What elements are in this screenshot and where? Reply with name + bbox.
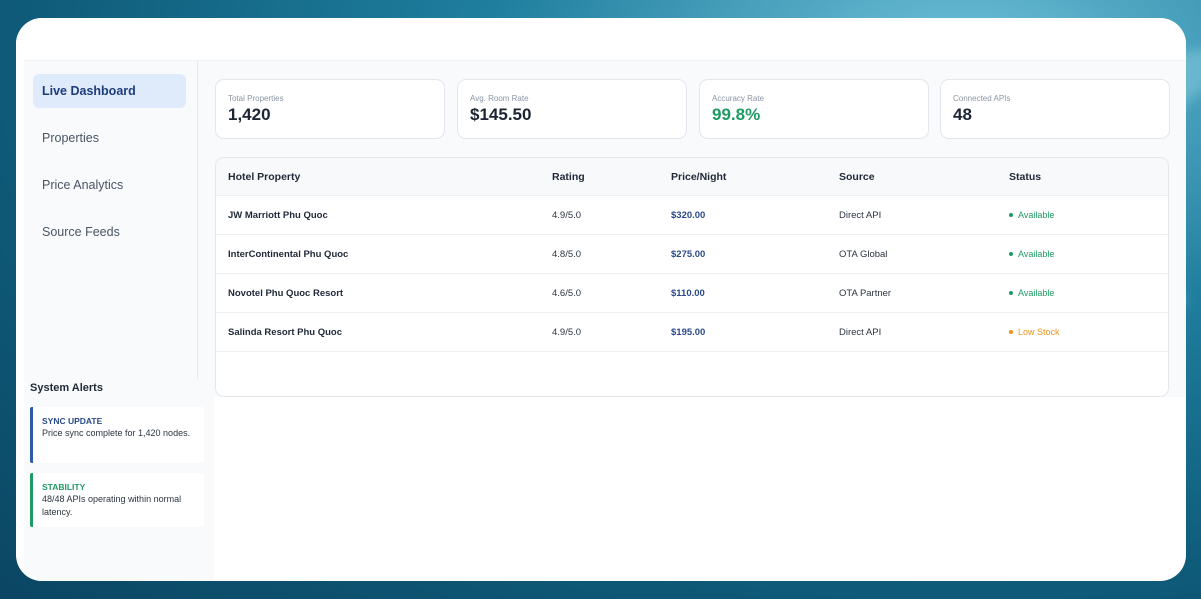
status-badge: Low Stock bbox=[1009, 327, 1060, 337]
table-header: Hotel Property Rating Price/Night Source… bbox=[216, 158, 1168, 196]
stat-label: Accuracy Rate bbox=[712, 94, 765, 103]
stat-value: 48 bbox=[953, 105, 972, 124]
sidebar-item-live-dashboard[interactable]: Live Dashboard bbox=[33, 74, 186, 108]
rating-cell: 4.9/5.0 bbox=[552, 210, 582, 221]
table-row[interactable]: JW Marriott Phu Quoc 4.9/5.0 $320.00 Direct… bbox=[216, 196, 1168, 235]
price-cell: $275.00 bbox=[671, 249, 706, 260]
hotel-table: Hotel Property Rating Price/Night Source… bbox=[215, 157, 1169, 397]
column-header-rating[interactable]: Rating bbox=[552, 171, 585, 183]
alert-sync-update[interactable]: SYNC UPDATE Price sync complete for 1,42… bbox=[30, 407, 204, 463]
status-text: Low Stock bbox=[1018, 327, 1060, 337]
status-badge: Available bbox=[1009, 288, 1054, 298]
stat-card-accuracy-rate: Accuracy Rate 99.8% bbox=[699, 79, 929, 139]
status-dot-icon bbox=[1009, 251, 1013, 256]
system-alerts-panel: System Alerts SYNC UPDATE Price sync com… bbox=[24, 379, 214, 581]
alert-heading: STABILITY bbox=[42, 482, 86, 492]
stat-label: Total Properties bbox=[228, 94, 284, 103]
column-header-hotel-property[interactable]: Hotel Property bbox=[228, 171, 301, 183]
price-cell: $110.00 bbox=[671, 288, 705, 299]
rating-cell: 4.9/5.0 bbox=[552, 327, 582, 338]
price-cell: $320.00 bbox=[671, 210, 706, 221]
alerts-title: System Alerts bbox=[30, 382, 103, 394]
column-header-status[interactable]: Status bbox=[1009, 171, 1042, 183]
status-dot-icon bbox=[1009, 212, 1013, 217]
stat-value: $145.50 bbox=[470, 105, 532, 124]
hotel-name-cell: InterContinental Phu Quoc bbox=[228, 249, 349, 260]
stat-card-total-properties: Total Properties 1,420 bbox=[215, 79, 445, 139]
column-header-price-night[interactable]: Price/Night bbox=[671, 171, 727, 183]
stat-card-avg-room-rate: Avg. Room Rate $145.50 bbox=[457, 79, 687, 139]
table-row[interactable]: InterContinental Phu Quoc 4.8/5.0 $275.00 O… bbox=[216, 235, 1168, 274]
hotel-name-cell: Salinda Resort Phu Quoc bbox=[228, 327, 343, 338]
sidebar-item-source-feeds[interactable]: Source Feeds bbox=[42, 225, 120, 239]
status-text: Available bbox=[1018, 288, 1055, 298]
alert-message: 48/48 APIs operating within normal laten… bbox=[42, 494, 182, 517]
stats-row: Total Properties 1,420 Avg. Room Rate $1… bbox=[215, 79, 1170, 139]
status-dot-icon bbox=[1009, 290, 1013, 295]
stat-value: 99.8% bbox=[712, 105, 761, 124]
status-text: Available bbox=[1018, 210, 1055, 220]
source-cell: Direct API bbox=[839, 210, 882, 221]
alert-heading: SYNC UPDATE bbox=[42, 416, 103, 426]
sidebar: Live Dashboard Properties Price Analytic… bbox=[24, 61, 198, 398]
source-cell: OTA Global bbox=[839, 249, 888, 260]
status-badge: Available bbox=[1009, 249, 1054, 259]
table-row[interactable]: Novotel Phu Quoc Resort 4.6/5.0 $110.00 OTA… bbox=[216, 274, 1168, 313]
app-area: Live Dashboard Properties Price Analytic… bbox=[24, 60, 1186, 398]
table-row[interactable]: Salinda Resort Phu Quoc 4.9/5.0 $195.00 Dir… bbox=[216, 313, 1168, 352]
main-content: Total Properties 1,420 Avg. Room Rate $1… bbox=[215, 79, 1186, 397]
dashboard-window: Live Dashboard Properties Price Analytic… bbox=[16, 18, 1186, 581]
stat-label: Avg. Room Rate bbox=[470, 94, 529, 103]
status-dot-icon bbox=[1009, 329, 1013, 334]
sidebar-item-price-analytics[interactable]: Price Analytics bbox=[42, 178, 124, 192]
status-badge: Available bbox=[1009, 210, 1054, 220]
stat-card-connected-apis: Connected APIs 48 bbox=[940, 79, 1170, 139]
alert-stability[interactable]: STABILITY 48/48 APIs operating within no… bbox=[30, 473, 204, 527]
stat-value: 1,420 bbox=[228, 105, 271, 124]
rating-cell: 4.8/5.0 bbox=[552, 249, 582, 260]
source-cell: OTA Partner bbox=[839, 288, 892, 299]
alert-message: Price sync complete for 1,420 nodes. bbox=[42, 428, 191, 438]
hotel-name-cell: JW Marriott Phu Quoc bbox=[228, 210, 328, 221]
column-header-source[interactable]: Source bbox=[839, 171, 875, 183]
price-cell: $195.00 bbox=[671, 327, 706, 338]
sidebar-item-properties[interactable]: Properties bbox=[42, 131, 99, 145]
stat-label: Connected APIs bbox=[953, 94, 1011, 103]
window-top-bar bbox=[16, 18, 1186, 60]
rating-cell: 4.6/5.0 bbox=[552, 288, 582, 299]
status-text: Available bbox=[1018, 249, 1055, 259]
source-cell: Direct API bbox=[839, 327, 882, 338]
hotel-name-cell: Novotel Phu Quoc Resort bbox=[228, 288, 344, 299]
